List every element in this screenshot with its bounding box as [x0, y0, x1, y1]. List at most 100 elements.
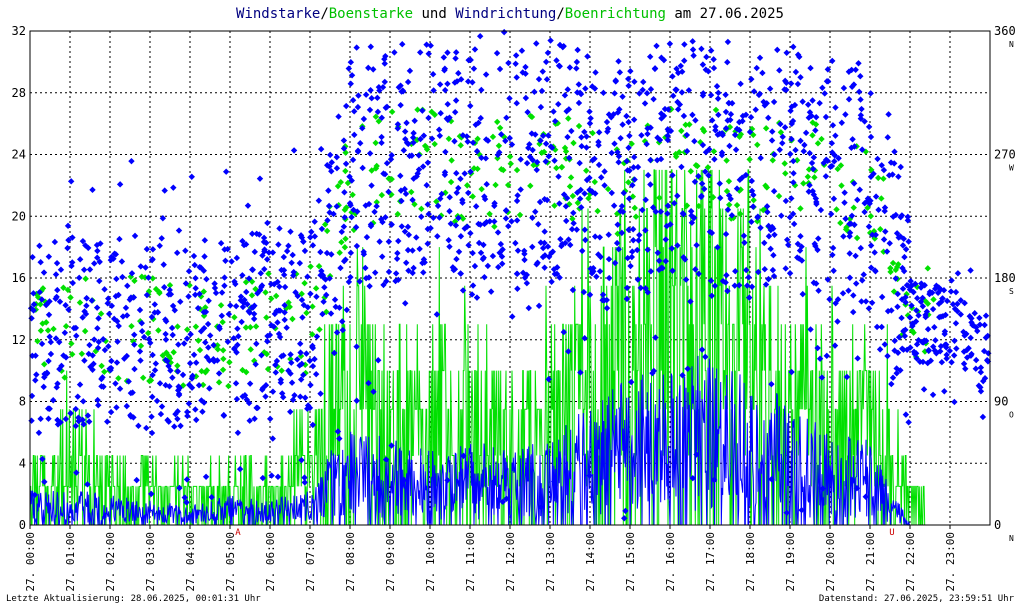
wind-direction-point	[84, 481, 91, 488]
gust-direction-point	[842, 226, 850, 233]
wind-direction-point	[759, 69, 766, 77]
wind-direction-point	[687, 208, 695, 215]
wind-direction-point	[977, 388, 985, 395]
wind-direction-point	[763, 203, 771, 210]
gust-direction-point	[538, 149, 545, 156]
wind-direction-point	[615, 58, 622, 65]
gust-direction-point	[710, 148, 718, 155]
wind-direction-point	[424, 201, 431, 208]
wind-direction-point	[128, 270, 136, 277]
wind-direction-point	[340, 145, 348, 152]
wind-direction-point	[35, 429, 43, 436]
wind-direction-point	[368, 95, 375, 102]
wind-direction-point	[630, 164, 637, 171]
wind-direction-point	[771, 231, 778, 238]
gust-direction-point	[219, 347, 227, 354]
gust-direction-point	[809, 119, 816, 126]
wind-direction-point	[232, 380, 240, 387]
gust-direction-point	[591, 178, 598, 186]
wind-direction-point	[363, 233, 371, 241]
gust-direction-point	[265, 270, 272, 277]
wind-direction-point	[401, 185, 408, 193]
wind-direction-point	[888, 380, 895, 388]
wind-direction-point	[750, 88, 758, 95]
wind-direction-point	[464, 223, 471, 230]
wind-direction-point	[623, 112, 630, 120]
wind-direction-point	[333, 203, 340, 210]
wind-direction-point	[535, 221, 542, 228]
wind-direction-point	[699, 92, 707, 99]
wind-direction-point	[400, 476, 408, 484]
wind-direction-point	[628, 253, 636, 261]
wind-direction-point	[237, 297, 244, 304]
wind-direction-point	[748, 75, 755, 83]
wind-direction-point	[874, 155, 881, 163]
gust-direction-point	[199, 381, 207, 389]
wind-direction-point	[544, 49, 552, 57]
gust-direction-point	[867, 212, 875, 220]
gust-direction-point	[725, 178, 733, 185]
wind-direction-point	[467, 168, 474, 175]
wind-direction-point	[455, 248, 463, 256]
wind-direction-point	[531, 88, 538, 96]
wind-direction-point	[259, 474, 267, 482]
wind-direction-point	[899, 242, 907, 249]
gust-direction-point	[629, 193, 637, 200]
wind-direction-point	[32, 377, 39, 384]
wind-direction-point	[173, 249, 181, 257]
wind-direction-point	[674, 98, 681, 106]
wind-direction-point	[326, 209, 333, 216]
wind-direction-point	[294, 356, 301, 363]
wind-direction-point	[938, 359, 946, 366]
wind-direction-point	[508, 218, 515, 225]
wind-direction-point	[771, 151, 778, 158]
wind-direction-point	[441, 65, 449, 72]
wind-direction-point	[626, 167, 633, 174]
wind-direction-point	[382, 456, 390, 463]
wind-direction-point	[902, 299, 909, 306]
wind-direction-point	[388, 442, 395, 449]
wind-direction-point	[643, 140, 650, 148]
wind-direction-point	[644, 130, 651, 138]
wind-direction-point	[519, 69, 526, 76]
wind-direction-point	[625, 75, 632, 83]
y-right-tick-label: 270	[994, 148, 1016, 162]
gust-direction-point	[156, 288, 163, 296]
wind-direction-point	[253, 340, 260, 347]
gust-direction-point	[567, 174, 575, 181]
wind-direction-point	[275, 241, 282, 248]
wind-direction-point	[370, 388, 377, 395]
wind-direction-point	[349, 96, 357, 104]
gust-direction-point	[149, 275, 156, 282]
wind-direction-point	[614, 221, 621, 228]
gust-direction-point	[37, 327, 45, 334]
wind-direction-point	[151, 367, 159, 374]
wind-direction-point	[881, 341, 889, 348]
wind-direction-point	[265, 249, 273, 256]
wind-direction-point	[157, 410, 165, 418]
wind-direction-point	[824, 66, 832, 73]
wind-direction-point	[699, 141, 707, 149]
wind-direction-point	[370, 66, 377, 73]
wind-direction-point	[950, 352, 958, 359]
wind-direction-point	[657, 155, 665, 163]
wind-direction-point	[612, 78, 619, 85]
gust-direction-point	[131, 277, 138, 285]
wind-direction-point	[876, 346, 884, 353]
wind-direction-point	[184, 412, 191, 420]
wind-direction-point	[782, 265, 789, 272]
wind-direction-point	[196, 290, 203, 298]
wind-direction-point	[813, 113, 820, 121]
wind-direction-point	[697, 193, 705, 201]
wind-direction-point	[591, 155, 598, 163]
wind-direction-point	[327, 310, 335, 317]
wind-direction-point	[583, 144, 590, 151]
wind-direction-point	[521, 247, 528, 255]
wind-direction-point	[674, 192, 681, 200]
gust-direction-point	[195, 337, 202, 344]
title-boenrichtung: Boenrichtung	[565, 6, 666, 22]
wind-direction-point	[556, 200, 563, 207]
x-tick-label: 27. 07:00	[304, 532, 317, 592]
wind-direction-point	[130, 294, 137, 301]
wind-direction-point	[712, 127, 719, 134]
